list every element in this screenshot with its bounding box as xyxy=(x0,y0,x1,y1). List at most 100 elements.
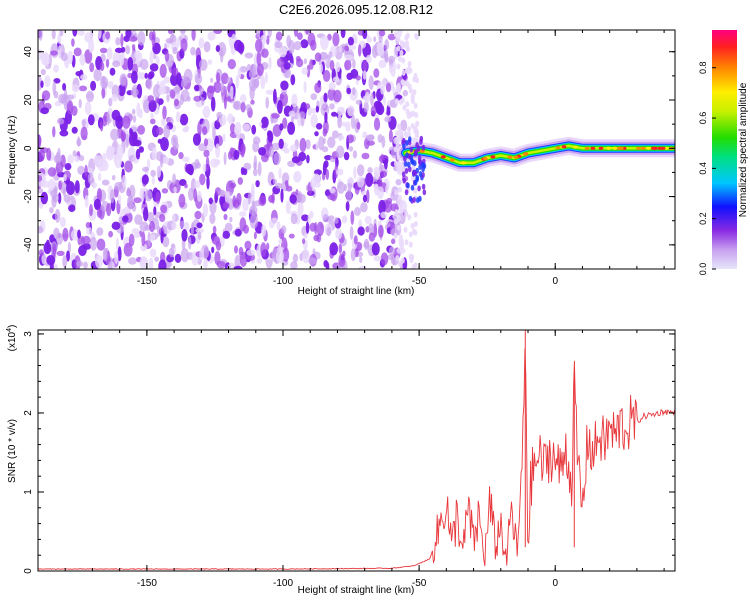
noise-speckle xyxy=(38,134,41,149)
noise-speckle xyxy=(293,41,302,51)
noise-speckle xyxy=(147,211,155,223)
noise-speckle xyxy=(146,77,153,90)
noise-speckle xyxy=(77,165,85,175)
noise-speckle xyxy=(303,58,307,65)
noise-speckle xyxy=(321,146,329,153)
noise-speckle xyxy=(350,114,356,129)
noise-speckle xyxy=(282,247,290,262)
noise-speckle xyxy=(401,42,406,49)
noise-speckle xyxy=(234,245,238,254)
noise-speckle xyxy=(79,155,85,162)
noise-speckle xyxy=(199,173,206,186)
ridge-hotspot xyxy=(584,146,590,150)
noise-speckle xyxy=(305,139,311,150)
noise-speckle xyxy=(413,102,418,109)
noise-speckle xyxy=(97,30,102,39)
noise-speckle xyxy=(258,121,263,127)
noise-speckle xyxy=(362,70,367,80)
noise-speckle xyxy=(328,51,333,59)
noise-speckle xyxy=(253,231,257,240)
noise-speckle xyxy=(398,55,402,62)
noise-speckle xyxy=(408,241,413,248)
noise-speckle xyxy=(398,99,403,105)
transition-burst xyxy=(421,144,426,151)
noise-speckle xyxy=(149,63,159,72)
noise-speckle xyxy=(194,84,200,92)
noise-speckle xyxy=(88,38,95,54)
noise-speckle xyxy=(399,207,404,214)
noise-speckle xyxy=(59,30,64,37)
noise-speckle xyxy=(373,183,379,191)
noise-speckle xyxy=(85,222,91,229)
noise-speckle xyxy=(242,168,248,176)
noise-speckle xyxy=(378,34,383,44)
noise-speckle xyxy=(266,242,270,251)
noise-speckle xyxy=(347,105,355,117)
noise-speckle xyxy=(413,72,418,79)
noise-speckle xyxy=(282,117,288,129)
noise-speckle xyxy=(105,58,110,68)
noise-speckle xyxy=(292,253,299,263)
noise-speckle xyxy=(131,204,137,212)
noise-speckle xyxy=(357,176,365,188)
noise-speckle xyxy=(74,180,80,194)
noise-speckle xyxy=(261,48,269,58)
transition-burst xyxy=(401,171,406,178)
noise-speckle xyxy=(384,116,392,123)
noise-speckle xyxy=(393,31,398,38)
noise-speckle xyxy=(102,247,108,262)
transition-burst xyxy=(413,179,418,186)
noise-speckle xyxy=(382,77,387,88)
transition-burst xyxy=(417,158,422,165)
ridge-hotspot xyxy=(460,161,466,165)
noise-speckle xyxy=(218,190,227,196)
noise-speckle xyxy=(209,213,216,225)
noise-speckle xyxy=(70,229,80,241)
noise-speckle xyxy=(75,260,84,267)
transition-burst xyxy=(415,174,420,181)
noise-speckle xyxy=(210,77,214,83)
noise-speckle xyxy=(373,255,382,262)
noise-speckle xyxy=(353,166,357,179)
noise-speckle xyxy=(335,61,341,73)
noise-speckle xyxy=(408,231,413,238)
noise-speckle xyxy=(380,85,385,95)
noise-speckle xyxy=(38,148,45,162)
noise-speckle xyxy=(353,235,358,245)
noise-speckle xyxy=(216,261,226,269)
colorbar-label: Normalized spectral amplitude xyxy=(738,82,749,217)
snr-x-axis-label: Height of straight line (km) xyxy=(298,585,415,596)
noise-speckle xyxy=(111,94,118,102)
noise-speckle xyxy=(410,98,415,104)
noise-speckle xyxy=(174,253,182,263)
noise-speckle xyxy=(131,108,136,115)
noise-speckle xyxy=(114,181,124,191)
noise-speckle xyxy=(271,192,275,204)
noise-speckle xyxy=(207,59,213,65)
noise-speckle xyxy=(412,89,417,96)
noise-speckle xyxy=(408,67,413,74)
noise-speckle xyxy=(236,192,242,206)
noise-speckle xyxy=(86,226,92,235)
noise-speckle xyxy=(343,151,350,161)
noise-speckle xyxy=(255,38,263,53)
noise-speckle xyxy=(129,128,133,135)
noise-speckle xyxy=(368,223,374,231)
noise-speckle xyxy=(349,226,354,240)
noise-speckle xyxy=(272,178,277,185)
noise-speckle xyxy=(117,246,122,262)
noise-speckle xyxy=(361,152,370,160)
noise-speckle xyxy=(137,31,146,46)
noise-speckle xyxy=(315,141,319,151)
noise-speckle xyxy=(396,160,401,167)
noise-speckle xyxy=(413,211,418,218)
noise-speckle xyxy=(239,217,247,232)
noise-speckle xyxy=(117,194,122,205)
noise-speckle xyxy=(131,44,136,51)
noise-speckle xyxy=(149,220,155,233)
ridge-hotspot xyxy=(660,146,666,150)
noise-speckle xyxy=(284,68,291,79)
noise-speckle xyxy=(151,176,155,185)
noise-speckle xyxy=(397,186,402,193)
noise-speckle xyxy=(378,59,387,69)
